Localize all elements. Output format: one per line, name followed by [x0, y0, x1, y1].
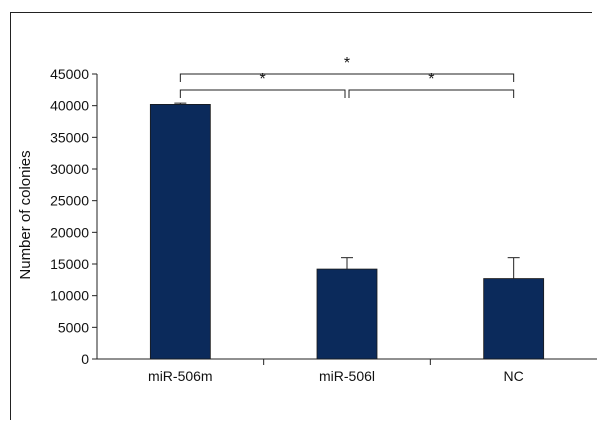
chart-error-bars	[174, 102, 520, 279]
figure-frame	[10, 12, 592, 420]
y-tick-label: 10000	[50, 288, 89, 304]
y-tick-label: 5000	[58, 319, 89, 335]
y-tick-label: 20000	[50, 224, 89, 240]
significance-label: *	[344, 55, 350, 72]
y-tick-label: 40000	[50, 98, 89, 114]
significance-label: *	[260, 71, 266, 88]
y-tick-label: 25000	[50, 193, 89, 209]
bar-NC	[483, 278, 545, 360]
significance-brackets: * * *	[179, 55, 515, 98]
significance-bracket	[179, 89, 346, 98]
chart-axes: 0 5000 10000 15000 20000 25000 30000 35000 40000…	[50, 66, 597, 384]
y-tick-label: 0	[81, 351, 89, 367]
y-tick-label: 30000	[50, 161, 89, 177]
y-tick-label: 35000	[50, 129, 89, 145]
x-tick-label: NC	[504, 368, 524, 384]
x-tick-label: miR-506l	[319, 368, 375, 384]
significance-bracket	[179, 73, 515, 82]
significance-label: *	[428, 71, 434, 88]
bar-miR-506m	[149, 104, 211, 360]
y-tick-label: 45000	[50, 66, 89, 82]
bar-miR-506l	[316, 268, 378, 360]
significance-bracket	[348, 89, 515, 98]
y-axis-label: Number of colonies	[17, 150, 34, 279]
x-tick-label: miR-506m	[148, 368, 213, 384]
y-tick-label: 15000	[50, 256, 89, 272]
chart-bars	[149, 104, 545, 360]
